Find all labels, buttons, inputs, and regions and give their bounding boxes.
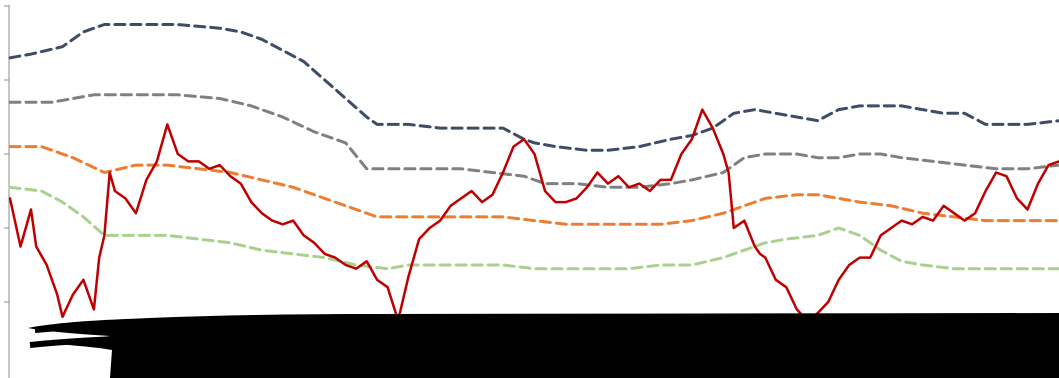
series-layer <box>8 23 1059 322</box>
series-line-2 <box>8 93 1059 189</box>
y-axis <box>4 5 10 378</box>
series-line-1 <box>8 23 1059 152</box>
redaction-stroke <box>29 319 191 348</box>
series-line-3 <box>8 145 1059 226</box>
series-line-5 <box>8 108 1059 322</box>
redaction-scribble <box>28 313 1059 378</box>
series-line-4 <box>8 185 1059 271</box>
